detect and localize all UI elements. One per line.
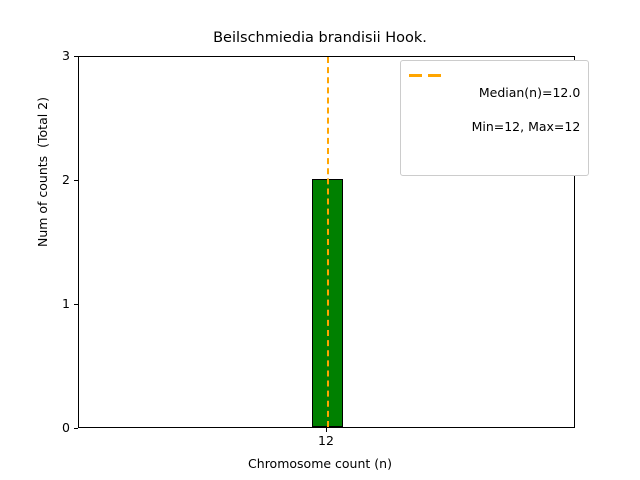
y-tick-mark-3 bbox=[74, 56, 78, 57]
legend-label-median: Median(n)=12.0 Min=12, Max=12 bbox=[455, 67, 581, 169]
x-tick-label-12: 12 bbox=[318, 433, 334, 448]
y-tick-label-3: 3 bbox=[62, 48, 70, 63]
y-tick-mark-2 bbox=[74, 180, 78, 181]
legend: Median(n)=12.0 Min=12, Max=12 bbox=[400, 60, 590, 176]
legend-key-median-dashed-line bbox=[409, 67, 446, 83]
y-tick-label-1: 1 bbox=[62, 296, 70, 311]
x-axis-label: Chromosome count (n) bbox=[248, 456, 392, 471]
y-tick-mark-1 bbox=[74, 304, 78, 305]
median-vline bbox=[327, 57, 329, 427]
page-title: Beilschmiedia brandisii Hook. bbox=[213, 30, 427, 46]
y-tick-label-0: 0 bbox=[62, 420, 70, 435]
y-tick-label-2: 2 bbox=[62, 172, 70, 187]
legend-label-median-line2: Min=12, Max=12 bbox=[471, 119, 581, 134]
legend-label-median-line1: Median(n)=12.0 bbox=[478, 85, 581, 100]
y-tick-mark-0 bbox=[74, 428, 78, 429]
x-tick-mark-12 bbox=[326, 428, 327, 432]
y-axis-label: Num of counts (Total 2) bbox=[35, 96, 50, 248]
